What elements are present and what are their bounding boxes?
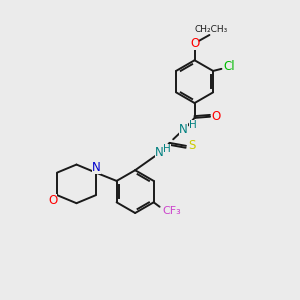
Text: CH₂CH₃: CH₂CH₃ — [194, 26, 228, 34]
Text: H: H — [189, 120, 196, 130]
Text: O: O — [48, 194, 57, 207]
Text: N: N — [92, 161, 101, 174]
Text: H: H — [164, 144, 171, 154]
Text: S: S — [188, 139, 196, 152]
Text: O: O — [212, 110, 220, 123]
Text: CF₃: CF₃ — [162, 206, 181, 216]
Text: Cl: Cl — [223, 60, 235, 73]
Text: N: N — [155, 146, 164, 160]
Text: O: O — [190, 37, 199, 50]
Text: N: N — [179, 123, 188, 136]
